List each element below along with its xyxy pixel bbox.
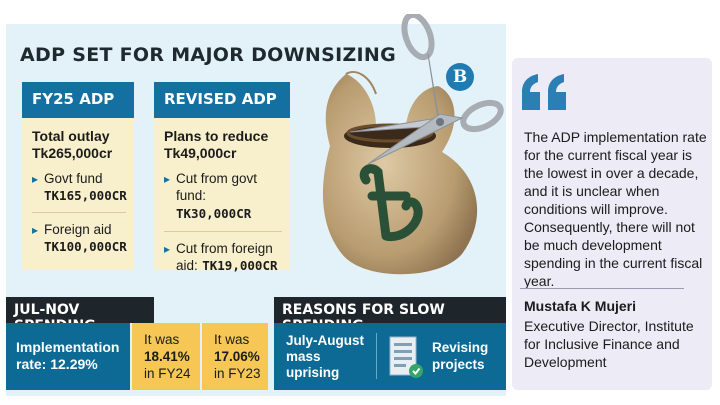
cut-foreign-label-2: aid:: [176, 258, 198, 273]
cut-foreign-value: TK19,000CR: [202, 258, 278, 273]
cut-govt-item: ▸ Cut from govt fund: TK30,000CR: [164, 170, 282, 223]
reasons-divider: [376, 333, 377, 379]
total-outlay-value: Tk265,000cr: [32, 145, 113, 161]
fy25-adp-header: FY25 ADP: [22, 82, 134, 118]
caret-right-icon: ▸: [32, 172, 39, 186]
reason-revising: Revising projects: [432, 339, 488, 373]
govt-fund-value: TK165,000CR: [44, 188, 127, 203]
headline: ADP SET FOR MAJOR DOWNSIZING: [20, 44, 396, 66]
divider: [164, 231, 282, 232]
quote-author-role: Executive Director, Institute for Inclus…: [524, 318, 694, 370]
revised-adp-card: REVISED ADP Plans to reduce Tk49,000cr ▸…: [154, 82, 290, 273]
foreign-aid-label: Foreign aid: [44, 222, 112, 237]
reason-revising-line2: projects: [432, 357, 485, 372]
cut-foreign-item: ▸ Cut from foreign aid: TK19,000CR: [164, 240, 282, 275]
implementation-rate-box: Implementation rate: 12.29%: [6, 323, 130, 390]
caret-right-icon: ▸: [32, 223, 39, 237]
divider: [32, 212, 126, 213]
fy24-value: 18.41%: [144, 349, 190, 364]
quote-card: [512, 58, 712, 390]
plans-to-reduce-value: Tk49,000cr: [164, 145, 237, 161]
money-bag-illustration: [322, 14, 504, 275]
fy23-value: 17.06%: [214, 349, 260, 364]
document-edit-icon: [389, 336, 423, 378]
implementation-rate-line2: rate: 12.29%: [16, 356, 98, 372]
caret-right-icon: ▸: [164, 172, 171, 186]
quote-text: The ADP implementation rate for the curr…: [524, 129, 707, 289]
logo-badge: B: [446, 63, 474, 91]
govt-fund-label: Govt fund: [44, 171, 103, 186]
implementation-rate-line1: Implementation: [16, 339, 120, 355]
reasons-box: July-August mass uprising Revising proje…: [274, 323, 506, 390]
revised-adp-header: REVISED ADP: [154, 82, 290, 118]
cut-foreign-label: Cut from foreign: [176, 241, 273, 256]
fy23-line3: in FY23: [214, 366, 261, 381]
reason-revising-line1: Revising: [432, 340, 489, 355]
cut-govt-label: Cut from govt: [176, 171, 258, 186]
reason-uprising-line3: uprising: [286, 365, 340, 380]
plans-to-reduce-label: Plans to reduce: [164, 128, 269, 144]
fy24-line1: It was: [144, 332, 180, 347]
caret-right-icon: ▸: [164, 242, 171, 256]
cut-govt-value: TK30,000CR: [176, 206, 252, 221]
cut-govt-label-2: fund:: [176, 188, 207, 203]
reason-uprising-line1: July-August: [286, 333, 365, 348]
money-bag-icon: [322, 71, 478, 275]
jul-nov-spending-header: JUL-NOV SPENDING: [6, 297, 154, 334]
taka-symbol-icon: [359, 164, 423, 242]
fy25-adp-card: FY25 ADP Total outlay Tk265,000cr ▸ Govt…: [22, 82, 134, 270]
total-outlay-label: Total outlay: [32, 128, 110, 144]
fy23-comparison: It was 17.06% in FY23: [202, 323, 268, 390]
foreign-aid-item: ▸ Foreign aid TK100,000CR: [32, 221, 127, 255]
fy24-line3: in FY24: [144, 366, 191, 381]
quote-author-name: Mustafa K Mujeri: [524, 298, 637, 314]
foreign-aid-value: TK100,000CR: [44, 239, 127, 254]
fy24-comparison: It was 18.41% in FY24: [132, 323, 200, 390]
scissors-icon: [349, 14, 504, 165]
fy23-line1: It was: [214, 332, 250, 347]
reasons-header: REASONS FOR SLOW SPENDING: [274, 297, 506, 334]
quote-mark-icon: [522, 74, 566, 110]
reason-uprising-line2: mass: [286, 349, 321, 364]
reason-uprising: July-August mass uprising: [286, 333, 364, 381]
govt-fund-item: ▸ Govt fund TK165,000CR: [32, 170, 127, 204]
quote-divider: [520, 288, 684, 289]
